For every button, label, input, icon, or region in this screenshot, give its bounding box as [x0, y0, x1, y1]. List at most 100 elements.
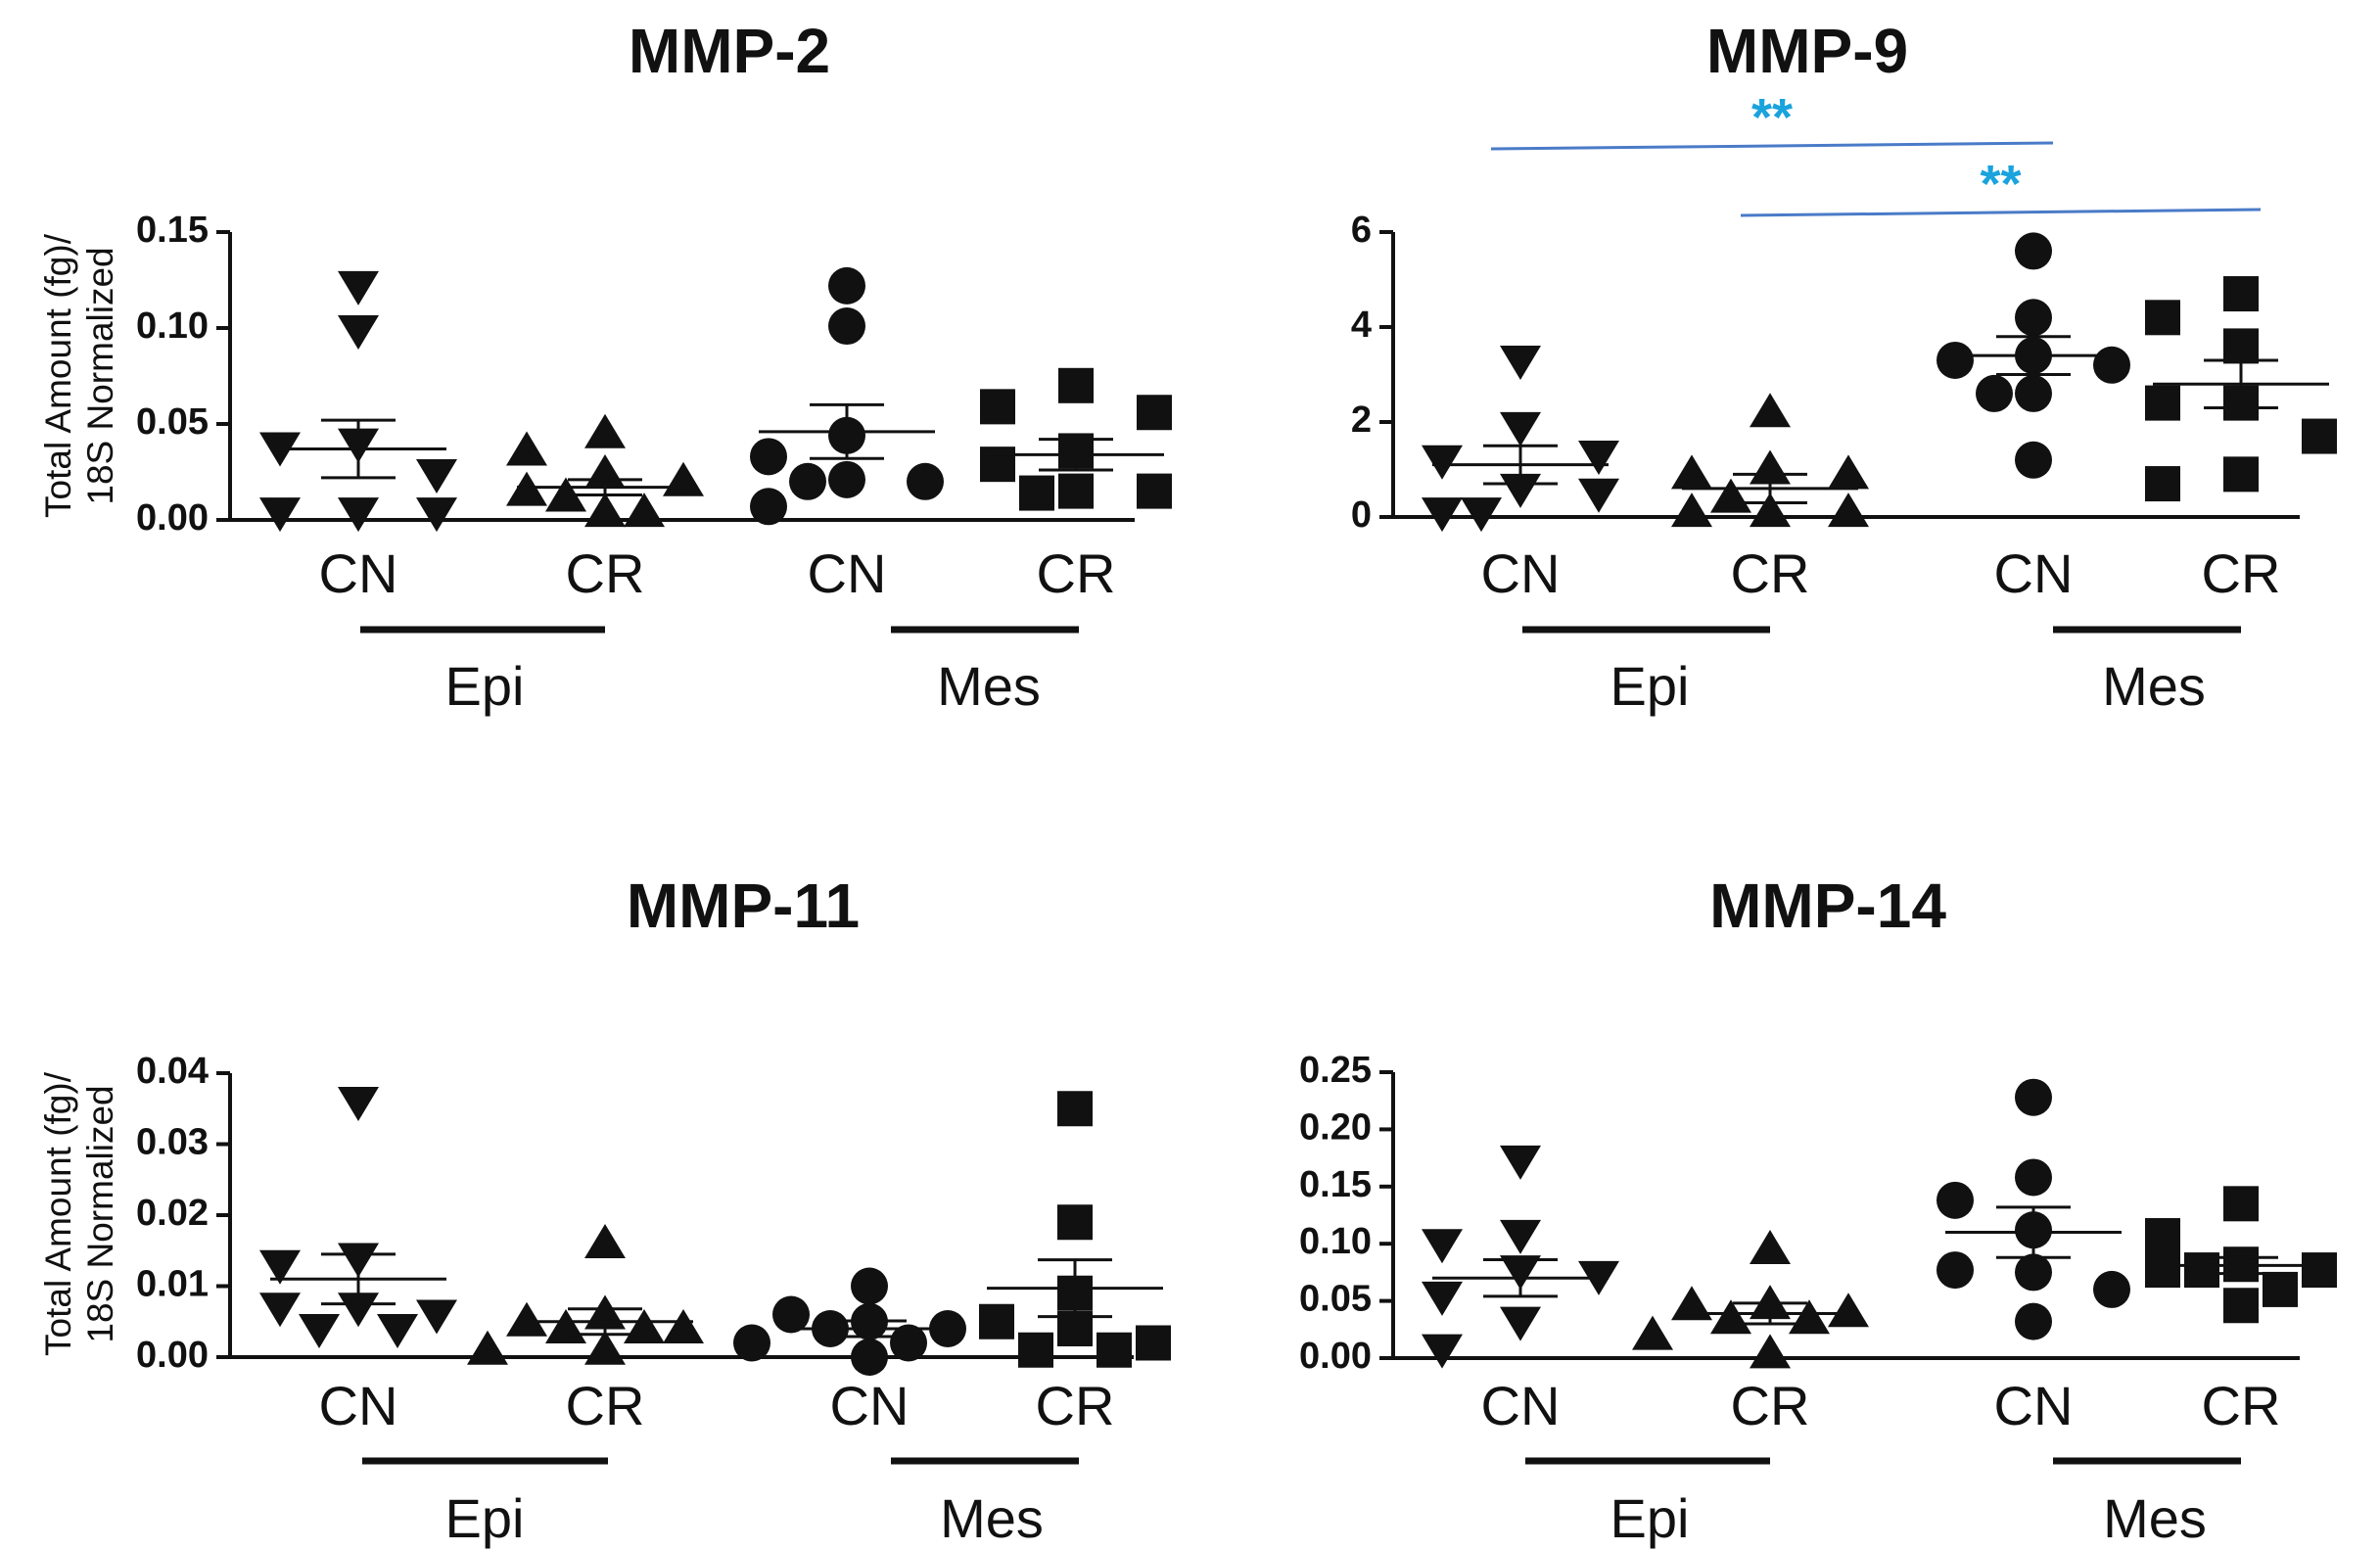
- panel-mmp-2: MMP-2 Total Amount (fg)/18S Normalized 0.0…: [38, 16, 1172, 717]
- data-point: [1018, 1332, 1053, 1368]
- data-point: [1828, 493, 1869, 528]
- data-point: [1671, 454, 1712, 490]
- panel-mmp-14: MMP-14 0.00 0.05 0.10 0.15 0.20 0.25 CN CR CN CR Ep…: [1299, 870, 2337, 1549]
- y-tick-label: 0: [1351, 494, 1372, 536]
- data-point: [416, 1299, 457, 1335]
- data-point: [1937, 341, 1974, 379]
- data-point: [1976, 374, 2013, 412]
- series-mes-cn: [1937, 1078, 2130, 1340]
- y-tick-label: 0.15: [136, 210, 209, 251]
- chart-title: MMP-9: [1706, 16, 1908, 86]
- chart-title: MMP-11: [627, 870, 860, 941]
- data-point: [851, 1339, 888, 1376]
- data-point: [259, 1292, 301, 1328]
- data-point: [2015, 1253, 2052, 1292]
- data-point: [1137, 395, 1172, 431]
- data-point: [1137, 473, 1172, 509]
- chart-title: MMP-14: [1709, 870, 1946, 941]
- data-point: [2263, 1271, 2298, 1307]
- data-point: [1671, 493, 1712, 528]
- x-category-label: CR: [1731, 1375, 1810, 1436]
- data-point: [1937, 1251, 1974, 1290]
- x-category-label: CN: [1481, 1375, 1561, 1436]
- y-tick-label: 0.15: [1299, 1164, 1372, 1205]
- y-tick-label: 0.00: [136, 1335, 209, 1376]
- group-label: Mes: [2103, 1487, 2207, 1549]
- data-point: [2145, 1218, 2180, 1254]
- data-point: [259, 497, 301, 533]
- x-category-label: CR: [2202, 542, 2281, 604]
- y-axis-label: Total Amount (fg)/: [38, 233, 78, 518]
- data-point: [624, 493, 665, 528]
- x-category-label: CR: [1037, 542, 1116, 604]
- data-point: [506, 1301, 547, 1337]
- data-point: [1019, 475, 1054, 511]
- data-point: [1750, 393, 1791, 428]
- significance-label: **: [1980, 155, 2021, 213]
- series-epi-cr: [1671, 393, 1869, 528]
- y-tick-label: 0.00: [1299, 1336, 1372, 1377]
- x-category-label: CR: [1731, 542, 1810, 604]
- data-point: [1057, 1091, 1093, 1127]
- data-point: [851, 1267, 888, 1305]
- data-point: [1710, 478, 1751, 513]
- data-point: [338, 270, 379, 306]
- data-point: [1632, 1315, 1673, 1350]
- series-mes-cr: [2145, 276, 2337, 502]
- data-point: [2145, 300, 2180, 336]
- group-label: Mes: [937, 655, 1041, 717]
- y-tick-label: 0.02: [136, 1193, 209, 1234]
- data-point: [1500, 345, 1541, 380]
- data-point: [1057, 1204, 1093, 1241]
- data-point: [1058, 367, 1094, 403]
- significance-line: [1490, 141, 2054, 151]
- x-category-label: CR: [2202, 1375, 2281, 1436]
- data-point: [2223, 456, 2259, 493]
- x-category-label: CN: [830, 1375, 910, 1436]
- data-point: [828, 460, 865, 498]
- data-point: [545, 1309, 586, 1343]
- data-point: [980, 446, 1015, 483]
- data-point: [1097, 1332, 1132, 1368]
- y-tick-label: 0.05: [136, 401, 209, 443]
- y-axis-label: 18S Normalized: [80, 247, 120, 504]
- data-point: [2093, 346, 2130, 384]
- y-tick-label: 4: [1351, 305, 1372, 346]
- series-mes-cr: [979, 1091, 1171, 1368]
- group-label: Epi: [445, 1487, 525, 1549]
- group-label: Epi: [1610, 655, 1690, 717]
- data-point: [772, 1295, 810, 1334]
- data-point: [1750, 1334, 1791, 1369]
- data-point: [2223, 1186, 2259, 1222]
- x-category-label: CR: [566, 542, 645, 604]
- data-point: [2223, 1288, 2259, 1324]
- x-category-label: CN: [319, 1375, 398, 1436]
- y-tick-label: 0.05: [1299, 1279, 1372, 1320]
- data-point: [2015, 374, 2052, 412]
- data-point: [1828, 454, 1869, 490]
- data-point: [1422, 1229, 1463, 1264]
- panel-mmp-11: MMP-11 Total Amount (fg)/18S Normalized 0.…: [38, 870, 1171, 1549]
- y-tick-label: 0.03: [136, 1122, 209, 1163]
- y-tick-label: 0.01: [136, 1264, 209, 1305]
- y-axis-label: Total Amount (fg)/: [38, 1071, 78, 1356]
- data-point: [1578, 478, 1619, 513]
- data-point: [789, 462, 826, 500]
- data-point: [2015, 1158, 2052, 1197]
- y-tick-label: 0.04: [136, 1051, 209, 1092]
- data-point: [338, 497, 379, 533]
- data-point: [259, 1249, 301, 1285]
- data-point: [828, 266, 865, 305]
- data-point: [2093, 1270, 2130, 1308]
- data-point: [1422, 445, 1463, 480]
- x-category-label: CN: [1994, 1375, 2074, 1436]
- data-point: [907, 462, 944, 500]
- data-point: [828, 307, 865, 346]
- data-point: [584, 1224, 626, 1258]
- data-point: [1500, 1219, 1541, 1254]
- data-point: [750, 488, 787, 526]
- data-point: [733, 1324, 770, 1362]
- data-point: [1789, 1299, 1830, 1335]
- group-label: Mes: [2102, 655, 2206, 717]
- significance-label: **: [1751, 88, 1793, 147]
